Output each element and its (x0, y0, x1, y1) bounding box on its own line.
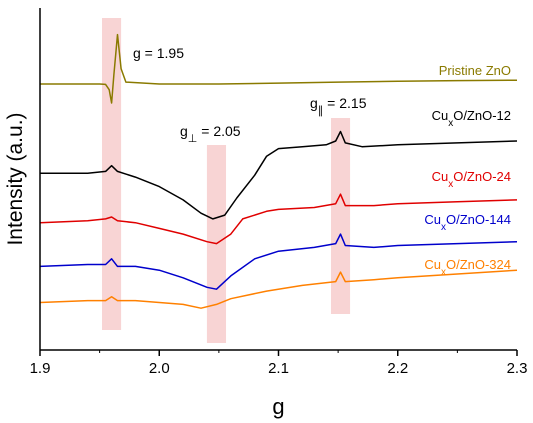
y-axis-title: Intensity (a.u.) (4, 112, 27, 245)
series-label-2: CuxO/ZnO-12 (432, 108, 511, 129)
series-line-5 (39, 269, 518, 309)
series-line-1 (40, 33, 518, 104)
series-label-4: CuxO/ZnO-144 (424, 212, 511, 233)
series-label-3: CuxO/ZnO-24 (432, 169, 511, 190)
highlight-band-3 (330, 118, 351, 314)
series-line-3 (39, 193, 518, 245)
series-line-4 (39, 233, 518, 290)
annotation-g-perp: g⊥ = 2.05 (180, 123, 241, 145)
x-axis-title: g (272, 394, 284, 419)
axes: 1.9 2.0 2.1 2.2 2.3 g Intensity (a.u.) (4, 8, 527, 419)
x-tick-label-1: 1.9 (30, 360, 51, 377)
annotation-g195: g = 1.95 (133, 45, 184, 61)
highlight-band-1 (102, 18, 122, 330)
x-tick-label-5: 2.3 (507, 360, 528, 377)
series-line-2 (40, 130, 518, 220)
annotations: g = 1.95 g⊥ = 2.05 g∥ = 2.15 (133, 45, 367, 145)
highlight-bands (102, 18, 351, 343)
x-tick-label-3: 2.1 (268, 360, 289, 377)
x-tick-label-2: 2.0 (149, 360, 170, 377)
series-label-1: Pristine ZnO (439, 63, 511, 78)
annotation-g-par: g∥ = 2.15 (310, 95, 367, 117)
series-labels: Pristine ZnO CuxO/ZnO-12 CuxO/ZnO-24 CuxO/Z… (424, 63, 511, 278)
x-tick-label-4: 2.2 (387, 360, 408, 377)
series-lines (39, 33, 518, 309)
series-label-5: CuxO/ZnO-324 (424, 257, 511, 278)
